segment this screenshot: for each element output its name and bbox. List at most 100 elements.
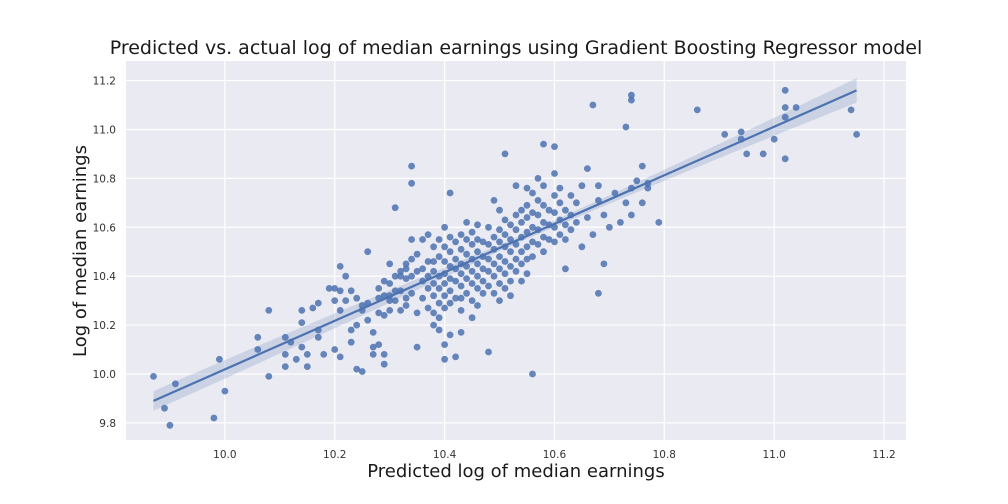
x-tick-label: 11.2 bbox=[872, 449, 895, 461]
data-point bbox=[408, 289, 415, 297]
data-point bbox=[512, 226, 520, 234]
data-point bbox=[529, 253, 536, 260]
data-point bbox=[419, 294, 426, 302]
data-point bbox=[496, 265, 503, 273]
data-point bbox=[743, 150, 751, 158]
data-point bbox=[402, 275, 410, 282]
data-point bbox=[435, 326, 443, 334]
data-point bbox=[441, 355, 448, 363]
data-point bbox=[633, 177, 641, 185]
data-point bbox=[452, 294, 459, 302]
data-point bbox=[781, 86, 789, 94]
data-point bbox=[430, 267, 437, 275]
data-point bbox=[496, 206, 503, 214]
data-point bbox=[523, 255, 531, 263]
data-point bbox=[452, 255, 459, 263]
data-point bbox=[380, 351, 388, 358]
data-point bbox=[463, 263, 470, 270]
data-point bbox=[595, 182, 602, 190]
x-tick-label: 10.0 bbox=[213, 449, 236, 461]
data-point bbox=[408, 272, 415, 280]
data-point bbox=[463, 219, 470, 226]
data-point bbox=[496, 238, 503, 246]
data-point bbox=[518, 206, 525, 214]
data-point bbox=[638, 162, 646, 170]
data-point bbox=[446, 233, 454, 241]
data-point bbox=[397, 307, 404, 314]
data-point bbox=[512, 255, 520, 263]
data-point bbox=[606, 223, 613, 231]
data-point bbox=[534, 241, 542, 248]
data-point bbox=[413, 309, 421, 317]
data-point bbox=[501, 285, 509, 292]
data-point bbox=[468, 228, 476, 236]
data-point bbox=[254, 346, 262, 353]
data-point bbox=[474, 248, 481, 256]
data-point bbox=[457, 294, 465, 302]
data-point bbox=[496, 253, 503, 260]
data-point bbox=[353, 365, 361, 373]
data-point bbox=[507, 236, 514, 243]
data-point bbox=[336, 287, 344, 295]
data-point bbox=[452, 353, 459, 361]
data-point bbox=[457, 231, 465, 239]
data-point bbox=[457, 282, 465, 290]
data-point bbox=[369, 343, 377, 351]
data-point bbox=[402, 294, 410, 302]
data-point bbox=[172, 380, 179, 388]
y-tick-label: 10.8 bbox=[93, 173, 116, 185]
data-point bbox=[331, 285, 339, 292]
data-point bbox=[446, 275, 454, 282]
data-point bbox=[567, 226, 575, 234]
data-point bbox=[474, 272, 481, 280]
data-point bbox=[507, 292, 514, 300]
data-point bbox=[298, 307, 306, 314]
data-point bbox=[474, 260, 481, 268]
y-axis-label: Log of median earnings bbox=[70, 145, 91, 357]
data-point bbox=[408, 162, 415, 170]
data-point bbox=[501, 216, 509, 224]
data-point bbox=[468, 280, 476, 287]
data-point bbox=[628, 211, 635, 219]
data-point bbox=[490, 197, 498, 204]
data-point bbox=[540, 248, 547, 256]
data-point bbox=[446, 287, 454, 295]
data-point bbox=[413, 250, 421, 258]
data-point bbox=[441, 341, 448, 348]
data-point bbox=[419, 265, 426, 273]
data-point bbox=[419, 236, 426, 243]
data-point bbox=[342, 297, 350, 304]
data-point bbox=[507, 263, 514, 270]
data-point bbox=[468, 314, 476, 322]
data-point bbox=[638, 199, 646, 207]
data-point bbox=[595, 289, 602, 297]
data-point bbox=[540, 182, 547, 190]
data-point bbox=[523, 243, 531, 251]
data-point bbox=[430, 292, 437, 300]
data-point bbox=[402, 302, 410, 309]
data-point bbox=[611, 189, 619, 197]
data-point bbox=[501, 231, 509, 239]
data-point bbox=[792, 104, 800, 111]
data-point bbox=[336, 263, 344, 270]
data-point bbox=[523, 214, 531, 221]
regression-line bbox=[153, 89, 858, 402]
data-point bbox=[759, 150, 767, 158]
data-point bbox=[468, 267, 476, 275]
data-point bbox=[479, 289, 487, 297]
data-point bbox=[490, 272, 498, 280]
data-point bbox=[468, 297, 476, 304]
y-tick-label: 10.0 bbox=[93, 369, 116, 381]
data-point bbox=[770, 135, 778, 143]
data-point bbox=[529, 223, 536, 231]
y-tick-label: 11.2 bbox=[93, 76, 116, 88]
data-point bbox=[380, 360, 388, 368]
data-point bbox=[463, 250, 470, 258]
data-point bbox=[210, 414, 218, 422]
data-point bbox=[693, 106, 701, 114]
data-point bbox=[556, 184, 564, 192]
data-point bbox=[375, 309, 383, 317]
data-point bbox=[468, 241, 476, 248]
data-point bbox=[353, 294, 361, 302]
data-point bbox=[369, 329, 377, 336]
